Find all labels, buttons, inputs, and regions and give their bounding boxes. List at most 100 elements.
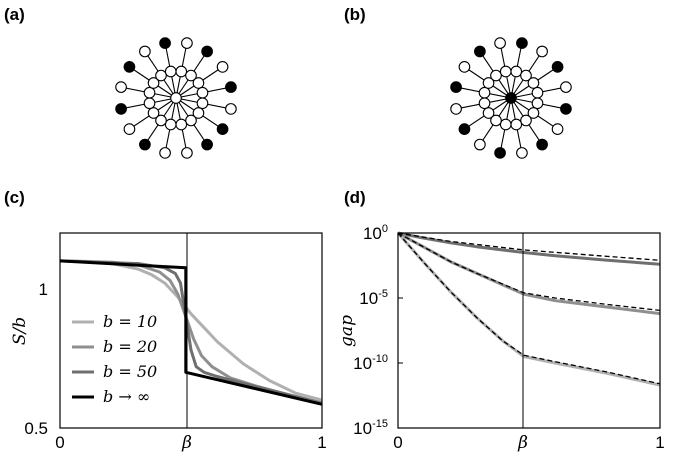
star-leaf-node-filled <box>494 147 506 159</box>
star-leaf-node <box>181 37 193 49</box>
panel-b-label: (b) <box>344 5 366 24</box>
star-inner-node <box>482 107 495 119</box>
star-inner-node <box>196 86 209 99</box>
star-inner-node <box>478 97 491 110</box>
d-ytick-base-3: 10 <box>353 419 372 438</box>
star-inner-node <box>531 97 544 110</box>
star-leaf-node <box>536 45 548 58</box>
star-leaf-node-filled <box>560 103 572 115</box>
c-ytick-0.5: 0.5 <box>24 419 48 438</box>
star-inner-node <box>499 65 512 78</box>
star-leaf-node <box>474 138 486 151</box>
c-ylabel: S/b <box>10 317 30 345</box>
star-leaf-node <box>216 61 229 73</box>
star-inner-node <box>527 107 540 119</box>
star-center-node <box>170 92 182 104</box>
c-xtick-beta: β <box>181 433 192 453</box>
c-ytick-1: 1 <box>39 280 48 299</box>
star-inner-node <box>490 69 502 82</box>
star-graph-b <box>450 37 572 159</box>
star-inner-node <box>478 86 491 99</box>
star-leaf-node-filled <box>225 81 237 93</box>
star-inner-node <box>520 69 532 82</box>
d-ytick-label-3: 10-15 <box>353 418 388 438</box>
star-leaf-node-filled <box>516 37 528 49</box>
d-ytick-label-1: 10-5 <box>359 288 388 308</box>
star-leaf-node-filled <box>201 45 213 58</box>
star-leaf-node <box>516 147 528 159</box>
d-series-line-0 <box>397 231 661 266</box>
star-inner-node <box>143 97 156 110</box>
star-leaf-node <box>139 45 151 58</box>
star-leaf-node <box>115 81 127 93</box>
star-inner-node <box>490 114 502 127</box>
c-legend: b = 10 b = 20 b = 50 b → ∞ <box>72 312 157 406</box>
d-ytick-exp-1: -5 <box>378 288 388 300</box>
d-ylabel: gap <box>337 315 357 347</box>
star-leaf-node <box>225 103 237 115</box>
star-leaf-node-filled <box>474 45 486 58</box>
star-leaf-node <box>450 103 462 115</box>
c-xtick-0: 0 <box>55 433 64 452</box>
star-inner-node <box>185 69 197 82</box>
star-leaf-node <box>123 123 136 135</box>
star-center-node <box>505 92 517 104</box>
star-leaf-node-filled <box>123 61 136 73</box>
star-inner-node <box>520 114 532 127</box>
star-inner-node <box>192 107 205 119</box>
star-leaf-node <box>494 37 506 49</box>
star-inner-node <box>499 118 512 131</box>
d-ytick-base-0: 10 <box>363 224 382 243</box>
d-ytick-exp-0: 0 <box>382 223 388 235</box>
c-legend-label-0: b = 10 <box>103 312 157 331</box>
star-leaf-node-filled <box>536 138 548 151</box>
star-inner-node <box>164 118 177 131</box>
star-inner-node <box>527 77 540 89</box>
star-inner-node <box>143 86 156 99</box>
star-inner-node <box>482 77 495 89</box>
c-legend-label-3: b → ∞ <box>103 387 150 406</box>
d-xtick-beta: β <box>517 433 528 453</box>
star-inner-node <box>175 65 188 78</box>
star-inner-node <box>147 77 160 89</box>
star-inner-node <box>510 118 523 131</box>
c-legend-label-1: b = 20 <box>103 337 157 356</box>
d-ytick-label-2: 10-10 <box>353 353 388 373</box>
star-inner-node <box>155 114 167 127</box>
star-leaf-node-filled <box>159 37 171 49</box>
c-axes-frame <box>59 232 323 429</box>
star-leaf-node-filled <box>551 61 564 73</box>
star-inner-node <box>531 86 544 99</box>
d-xtick-0: 0 <box>393 433 402 452</box>
c-xtick-1: 1 <box>317 433 326 452</box>
d-dashed-line-2 <box>397 232 661 385</box>
c-legend-label-2: b = 50 <box>103 362 157 381</box>
star-graph-a <box>115 37 237 159</box>
d-ytick-exp-2: -10 <box>372 353 388 365</box>
star-leaf-node-filled <box>115 103 127 115</box>
star-leaf-node-filled <box>216 123 229 135</box>
d-ytick-base-1: 10 <box>359 289 378 308</box>
star-inner-node <box>164 65 177 78</box>
panel-d-label: (d) <box>344 188 366 207</box>
star-leaf-node-filled <box>201 138 213 151</box>
star-inner-node <box>196 97 209 110</box>
chart-c: b = 10 b = 20 b = 50 b → ∞ 0 β 1 1 0.5 S/b <box>10 232 327 453</box>
d-ytick-exp-3: -15 <box>372 418 388 430</box>
d-dashed-line-1 <box>397 232 661 312</box>
star-inner-node <box>510 65 523 78</box>
panel-a-label: (a) <box>4 5 25 24</box>
d-ytick-label-0: 100 <box>363 223 388 243</box>
star-leaf-node-filled <box>139 138 151 151</box>
c-series-line-1 <box>59 259 323 405</box>
star-leaf-node-filled <box>450 81 462 93</box>
d-axes-frame <box>397 232 661 429</box>
d-ytick-base-2: 10 <box>353 354 372 373</box>
star-leaf-node <box>560 81 572 93</box>
star-leaf-node-filled <box>458 123 471 135</box>
c-series-line-3 <box>59 259 323 406</box>
star-leaf-node <box>551 123 564 135</box>
d-dashed-line-0 <box>397 232 661 261</box>
